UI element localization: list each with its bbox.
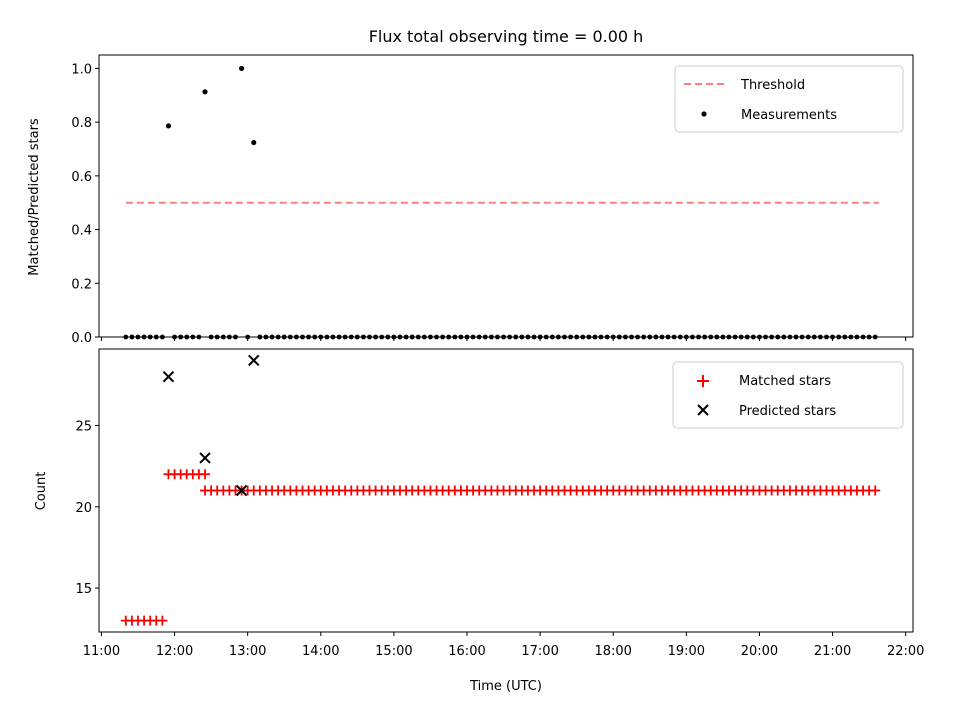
predicted-star-point [248,354,260,367]
y-tick-label: 0.8 [71,116,92,131]
legend-predicted-swatch [697,404,709,416]
predicted-star-point [162,370,175,383]
x-tick-label: 20:00 [741,644,778,659]
y-tick-label: 1.0 [71,62,92,77]
x-tick-label: 18:00 [594,644,631,659]
bottom-x-axis: 11:00 12:00 13:00 14:00 15:00 16:00 17:00 18:00… [83,632,924,659]
bottom-legend: Matched stars Predicted stars [672,361,904,429]
x-tick-label: 21:00 [814,644,851,659]
matched-star-point [870,485,881,496]
legend-measurements-label: Measurements [741,108,837,123]
predicted-star-point [235,484,248,497]
bottom-y-axis: 15 20 25 [75,419,99,597]
x-tick-label: 22:00 [887,644,924,659]
y-tick-label: 0.4 [71,224,92,239]
measurement-point [251,139,257,146]
bottom-plot-area [120,354,881,626]
legend-matched-label: Matched stars [739,374,831,389]
measurement-point [165,123,172,129]
x-tick-label: 12:00 [156,644,193,659]
legend-matched-swatch [697,375,709,387]
predicted-star-point [199,452,211,464]
legend-predicted-label: Predicted stars [739,404,836,419]
x-axis-label: Time (UTC) [469,679,542,694]
y-tick-label: 20 [75,501,92,516]
x-tick-label: 15:00 [375,644,412,659]
x-tick-label: 13:00 [229,644,266,659]
top-y-axis-label: Matched/Predicted stars [27,118,42,276]
x-tick-label: 14:00 [302,644,339,659]
x-tick-label: 11:00 [83,644,120,659]
measurement-point [202,89,208,95]
bottom-axes-frame [98,348,914,633]
y-tick-label: 0.6 [71,170,92,185]
bottom-legend-box [672,361,904,429]
top-legend-box [674,65,904,133]
chart-title: Flux total observing time = 0.00 h [369,27,644,46]
x-tick-label: 17:00 [521,644,558,659]
matched-star-point [200,469,211,480]
x-tick-label: 19:00 [668,644,705,659]
y-tick-label: 0.2 [71,277,92,292]
legend-threshold-label: Threshold [740,78,805,93]
y-tick-label: 15 [75,582,92,597]
legend-measurements-swatch [701,111,707,117]
x-tick-label: 16:00 [448,644,485,659]
top-y-axis: 0.0 0.2 0.4 0.6 0.8 1.0 [71,62,99,346]
matched-star-point [157,615,168,626]
top-legend: Threshold Measurements [674,65,904,133]
measurement-point [238,65,245,72]
y-tick-label: 0.0 [71,331,92,346]
top-axes-frame [98,54,914,338]
top-x-axis [100,337,907,341]
y-tick-label: 25 [75,419,92,434]
bottom-y-axis-label: Count [34,472,49,511]
